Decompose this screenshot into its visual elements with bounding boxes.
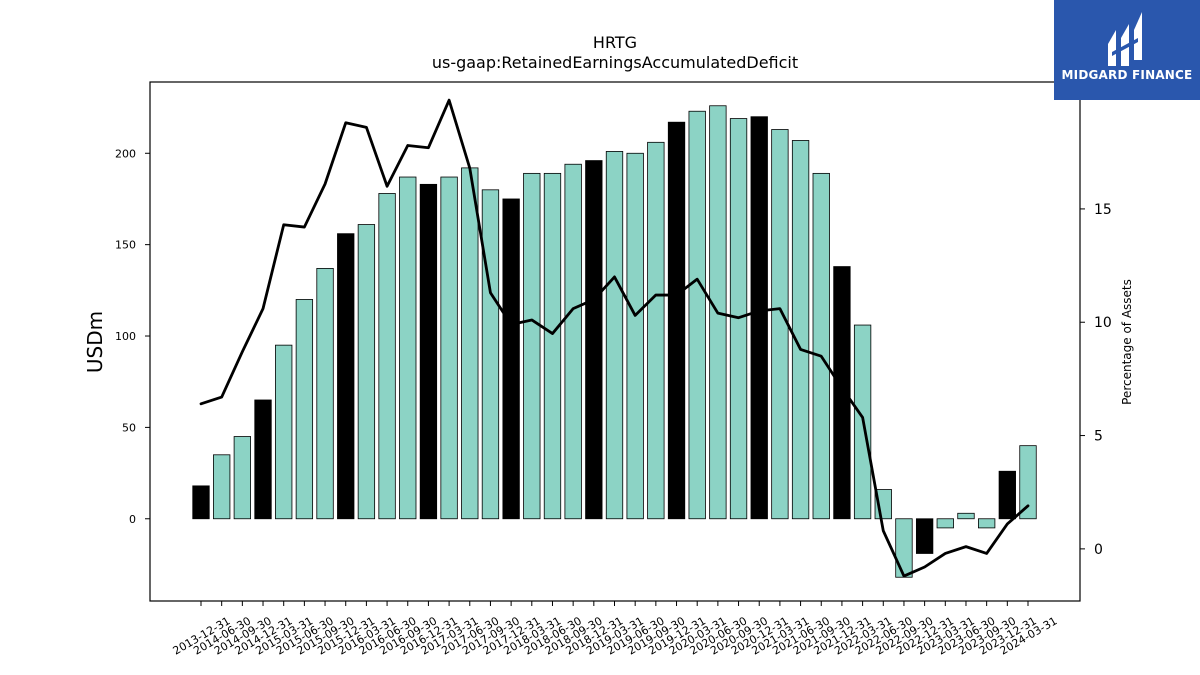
midgard-finance-logo: MIDGARD FINANCE bbox=[1054, 0, 1200, 100]
y-axis: 0 50 100 150 200 bbox=[115, 147, 150, 526]
chart-title: HRTG bbox=[593, 33, 637, 52]
midgard-logo-icon bbox=[1108, 12, 1142, 66]
y2-axis-label: Percentage of Assets bbox=[1120, 279, 1134, 405]
bar-2020-12-31 bbox=[750, 116, 768, 520]
bar-2019-12-31 bbox=[667, 121, 686, 520]
x-axis: 2013-12-312014-06-302014-09-302014-12-31… bbox=[171, 601, 1060, 658]
y-tick-label: 0 bbox=[129, 513, 136, 526]
bar-2014-09-30 bbox=[233, 436, 252, 520]
bar-2018-12-31 bbox=[585, 160, 603, 520]
bar-series bbox=[192, 105, 1037, 578]
logo-text: MIDGARD FINANCE bbox=[1061, 68, 1193, 82]
chart-subtitle: us-gaap:RetainedEarningsAccumulatedDefic… bbox=[432, 53, 798, 72]
bar-2015-09-30 bbox=[316, 267, 334, 520]
y2-tick-label: 10 bbox=[1094, 315, 1112, 331]
bar-2020-03-31 bbox=[688, 110, 706, 520]
bar-2019-06-30 bbox=[626, 152, 644, 520]
ratio-line bbox=[199, 98, 1030, 578]
bar-2017-09-30 bbox=[481, 189, 500, 520]
y-axis-label: USDm bbox=[83, 311, 107, 373]
y2-axis: 0 5 10 15 bbox=[1080, 202, 1112, 558]
y-tick-label: 150 bbox=[115, 239, 136, 252]
bar-2018-09-30 bbox=[564, 163, 582, 520]
bar-2017-03-31 bbox=[440, 176, 458, 520]
bar-2016-06-30 bbox=[378, 193, 396, 520]
bar-2015-12-31 bbox=[337, 233, 355, 520]
ratio-line-series bbox=[199, 98, 1030, 578]
bar-2023-03-31 bbox=[936, 518, 954, 529]
bar-2016-09-30 bbox=[399, 176, 417, 520]
bar-2023-09-30 bbox=[978, 518, 996, 529]
bar-2021-03-31 bbox=[771, 129, 789, 520]
bar-2023-06-30 bbox=[957, 512, 975, 520]
bar-2016-12-31 bbox=[419, 183, 438, 520]
bar-2019-09-30 bbox=[647, 141, 665, 520]
bar-2019-03-31 bbox=[605, 151, 624, 520]
bar-2015-03-31 bbox=[275, 344, 293, 520]
y2-tick-label: 0 bbox=[1094, 542, 1103, 558]
bar-2021-09-30 bbox=[812, 172, 830, 520]
bar-2014-06-30 bbox=[213, 454, 231, 520]
bar-2023-12-31 bbox=[998, 470, 1016, 520]
bar-2014-12-31 bbox=[254, 399, 272, 520]
bar-2018-03-31 bbox=[523, 172, 541, 520]
bar-2021-12-31 bbox=[833, 266, 851, 520]
bar-2017-06-30 bbox=[461, 167, 479, 520]
bar-2018-06-30 bbox=[543, 172, 562, 520]
y2-tick-label: 5 bbox=[1094, 429, 1103, 445]
bar-2017-12-31 bbox=[502, 198, 520, 520]
y-tick-label: 50 bbox=[122, 421, 136, 434]
bar-2024-03-31 bbox=[1019, 445, 1037, 520]
y-tick-label: 200 bbox=[115, 147, 136, 160]
bar-2022-12-31 bbox=[915, 518, 934, 554]
bar-2021-06-30 bbox=[791, 140, 810, 520]
y2-tick-label: 15 bbox=[1094, 202, 1112, 218]
bar-2022-09-30 bbox=[895, 518, 913, 578]
bar-2016-03-31 bbox=[357, 224, 376, 520]
y-tick-label: 100 bbox=[115, 330, 136, 343]
bar-2015-06-30 bbox=[295, 299, 314, 520]
bar-2013-12-31 bbox=[192, 485, 210, 520]
